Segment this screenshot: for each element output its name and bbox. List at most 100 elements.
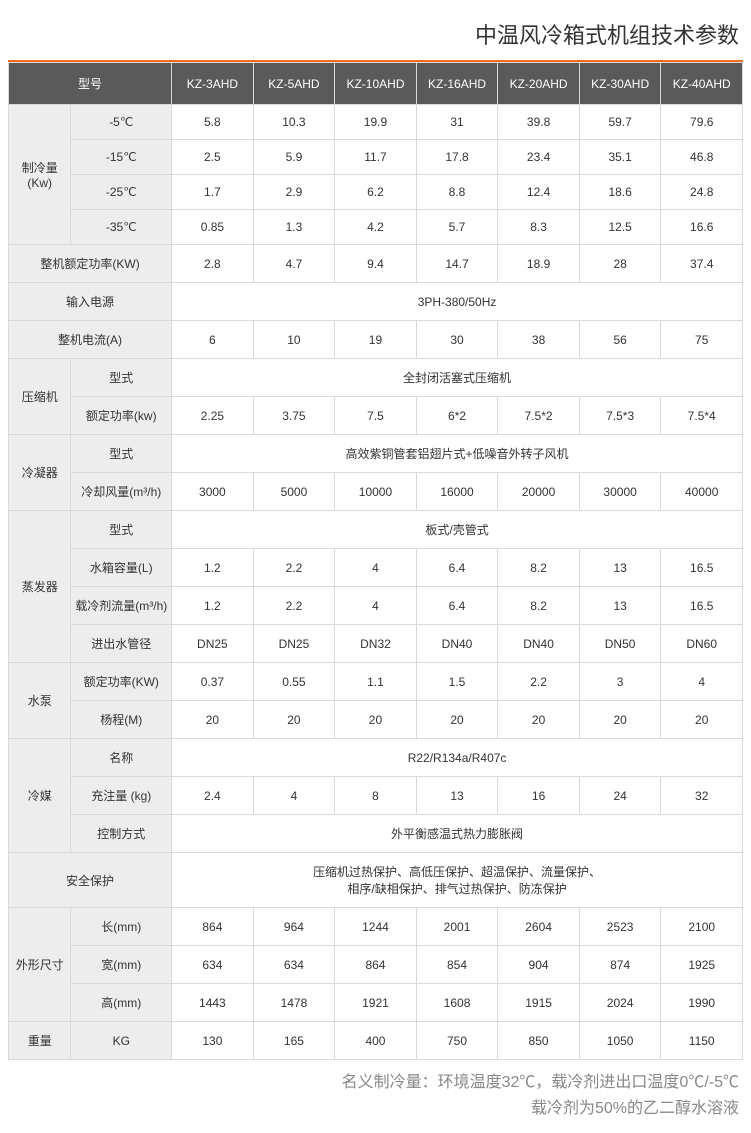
cell-value: 634 [253,946,335,984]
cell-value: 0.85 [172,210,254,245]
cell-value: DN25 [253,625,335,663]
cell-value: 9.4 [335,245,417,283]
cell-value: 8.8 [416,175,498,210]
header-model: KZ-10AHD [335,63,417,105]
cell-value: 1.1 [335,663,417,701]
cell-value: 5000 [253,473,335,511]
page-title: 中温风冷箱式机组技术参数 [8,12,743,60]
cell-value: 12.5 [579,210,661,245]
cell-value: 17.8 [416,140,498,175]
table-row: 整机电流(A)6101930385675 [9,321,743,359]
cell-value: 28 [579,245,661,283]
cell-value: 38 [498,321,580,359]
cell-value: 79.6 [661,105,743,140]
cell-value: 130 [172,1022,254,1060]
cell-value: 2.2 [498,663,580,701]
cell-value: 10 [253,321,335,359]
cell-value: 8.2 [498,587,580,625]
cell-value: 14.7 [416,245,498,283]
cell-value: 1915 [498,984,580,1022]
cell-value: 40000 [661,473,743,511]
cell-value: 4 [335,549,417,587]
cell-value: 37.4 [661,245,743,283]
cell-value: 20 [498,701,580,739]
table-row: 制冷量(Kw)-5℃5.810.319.93139.859.779.6 [9,105,743,140]
table-row: 控制方式外平衡感温式热力膨胀阀 [9,815,743,853]
cell-value: 8.3 [498,210,580,245]
row-category: 外形尺寸 [9,908,71,1022]
row-sublabel: 名称 [71,739,172,777]
cell-value: 5.9 [253,140,335,175]
cell-value: 165 [253,1022,335,1060]
cell-value: 854 [416,946,498,984]
cell-value: 2604 [498,908,580,946]
row-sublabel: 高(mm) [71,984,172,1022]
cell-value: 30000 [579,473,661,511]
cell-value: 2.2 [253,587,335,625]
cell-value: 6.4 [416,587,498,625]
cell-value: 20 [335,701,417,739]
cell-value: 19.9 [335,105,417,140]
cell-value: 2024 [579,984,661,1022]
header-model: KZ-5AHD [253,63,335,105]
cell-value: 2.4 [172,777,254,815]
cell-value: 24.8 [661,175,743,210]
cell-value: 1608 [416,984,498,1022]
row-category: 重量 [9,1022,71,1060]
cell-value: 1.5 [416,663,498,701]
row-category: 冷凝器 [9,435,71,511]
cell-value: 850 [498,1022,580,1060]
header-model: KZ-16AHD [416,63,498,105]
cell-value: 20 [253,701,335,739]
cell-value: 1.7 [172,175,254,210]
table-row: -35℃0.851.34.25.78.312.516.6 [9,210,743,245]
row-sublabel: 长(mm) [71,908,172,946]
table-row: 冷凝器型式高效紫铜管套铝翅片式+低噪音外转子风机 [9,435,743,473]
cell-value: 2523 [579,908,661,946]
cell-value: 59.7 [579,105,661,140]
cell-value: 1.2 [172,549,254,587]
cell-value: 1990 [661,984,743,1022]
cell-value: 7.5*4 [661,397,743,435]
cell-value: 19 [335,321,417,359]
cell-value: DN60 [661,625,743,663]
table-row: 冷却风量(m³/h)300050001000016000200003000040… [9,473,743,511]
cell-value: 1925 [661,946,743,984]
row-merged-value: 板式/壳管式 [172,511,743,549]
row-sublabel: 冷却风量(m³/h) [71,473,172,511]
row-sublabel: 额定功率(kw) [71,397,172,435]
cell-value: 6.4 [416,549,498,587]
cell-value: 874 [579,946,661,984]
cell-value: 1478 [253,984,335,1022]
table-row: 充注量 (kg)2.44813162432 [9,777,743,815]
cell-value: 1443 [172,984,254,1022]
cell-value: 750 [416,1022,498,1060]
cell-value: 1150 [661,1022,743,1060]
cell-value: 6*2 [416,397,498,435]
row-sublabel: 载冷剂流量(m³/h) [71,587,172,625]
cell-value: 46.8 [661,140,743,175]
cell-value: 3 [579,663,661,701]
cell-value: 20000 [498,473,580,511]
table-row: 进出水管径DN25DN25DN32DN40DN40DN50DN60 [9,625,743,663]
cell-value: 20 [579,701,661,739]
table-row: 水泵额定功率(KW)0.370.551.11.52.234 [9,663,743,701]
table-header-row: 型号 KZ-3AHD KZ-5AHD KZ-10AHD KZ-16AHD KZ-… [9,63,743,105]
cell-value: 904 [498,946,580,984]
cell-value: 13 [579,549,661,587]
cell-value: 5.8 [172,105,254,140]
spec-table: 型号 KZ-3AHD KZ-5AHD KZ-10AHD KZ-16AHD KZ-… [8,62,743,1060]
cell-value: 1.3 [253,210,335,245]
cell-value: 5.7 [416,210,498,245]
cell-value: 32 [661,777,743,815]
cell-value: 3000 [172,473,254,511]
cell-value: 2100 [661,908,743,946]
row-full-label: 整机额定功率(KW) [9,245,172,283]
cell-value: 2001 [416,908,498,946]
row-merged-value: 压缩机过热保护、高低压保护、超温保护、流量保护、 相序/缺相保护、排气过热保护、… [172,853,743,908]
table-row: -25℃1.72.96.28.812.418.624.8 [9,175,743,210]
table-row: 额定功率(kw)2.253.757.56*27.5*27.5*37.5*4 [9,397,743,435]
table-row: 整机额定功率(KW)2.84.79.414.718.92837.4 [9,245,743,283]
table-row: 输入电源3PH-380/50Hz [9,283,743,321]
cell-value: 10000 [335,473,417,511]
